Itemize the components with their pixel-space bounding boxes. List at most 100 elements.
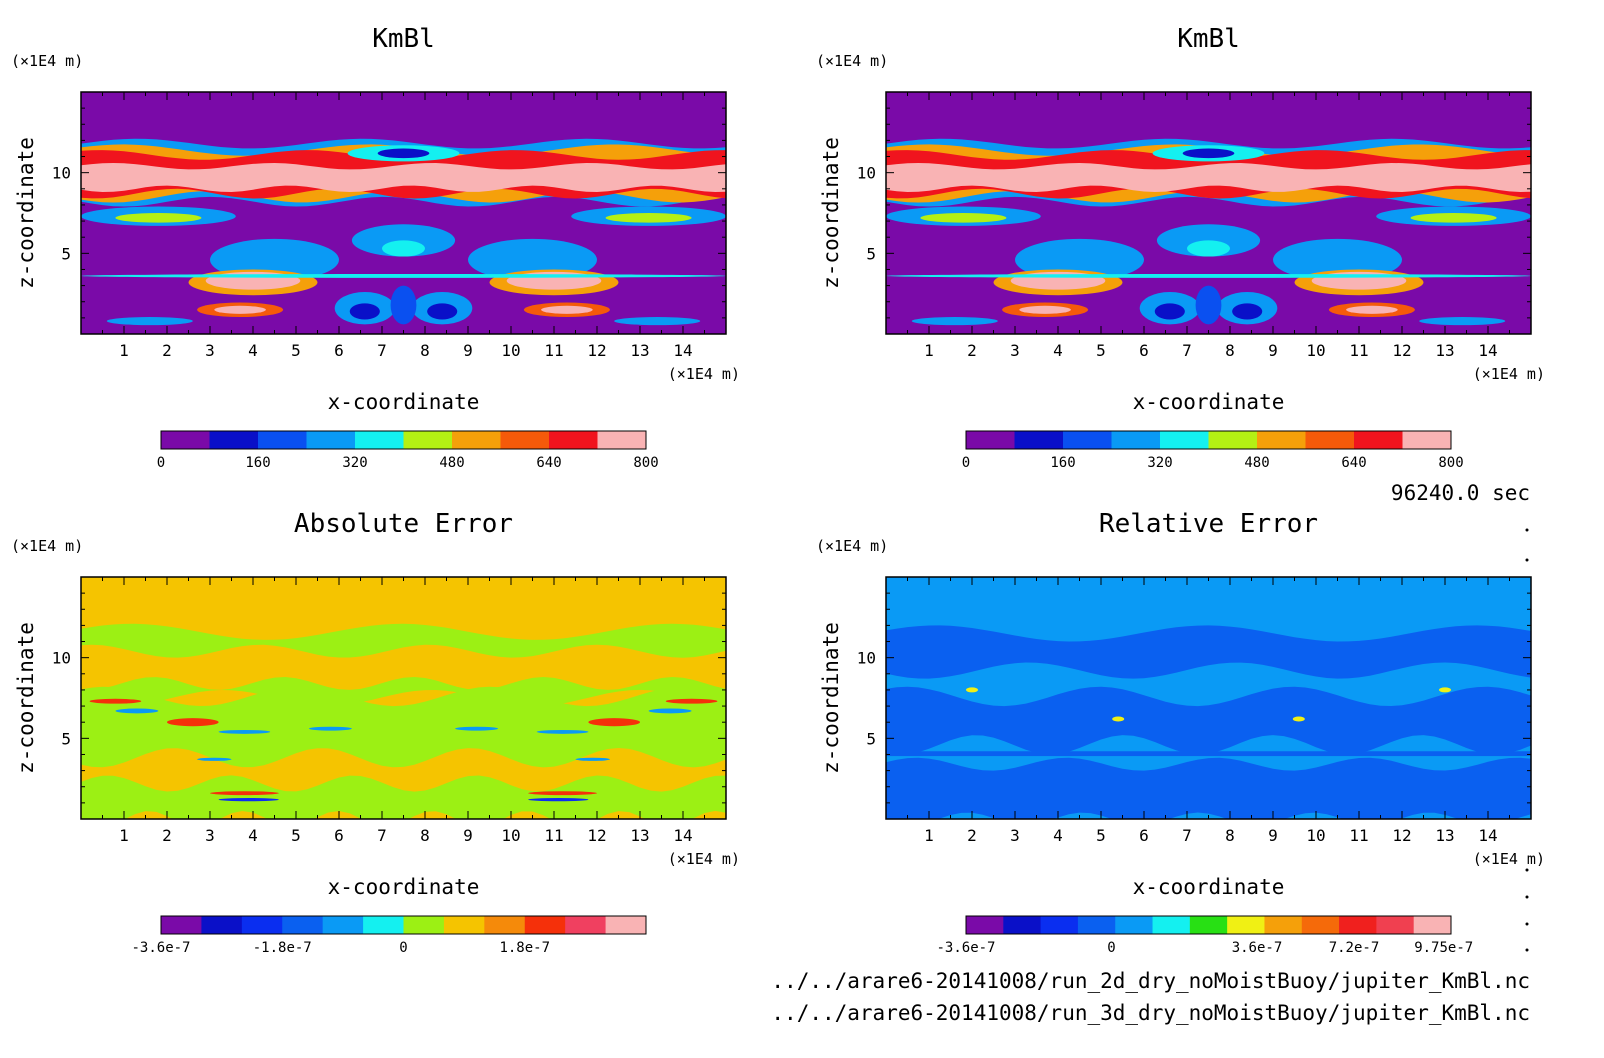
x-unit-label: (×1E4 m) xyxy=(1473,365,1545,383)
top-eddy-1 xyxy=(1182,148,1235,159)
vortex-core-21 xyxy=(1232,303,1263,320)
colorbar-swatch xyxy=(403,431,453,449)
x-tick-label: 8 xyxy=(1225,341,1235,360)
x-tick-label: 2 xyxy=(162,826,172,845)
colorbar-swatch xyxy=(1152,916,1191,934)
heatmap-field xyxy=(886,92,1531,334)
mid-eddy-core-1 xyxy=(115,213,202,223)
rel-error-spot-3 xyxy=(1292,716,1305,722)
x-tick-label: 8 xyxy=(420,826,430,845)
colorbar-swatch xyxy=(1077,916,1116,934)
error-spot-13 xyxy=(528,798,589,802)
colorbar-tick-label: 480 xyxy=(1244,455,1269,471)
colorbar-tick-label: 9.75e-7 xyxy=(1414,940,1473,956)
mid-eddy-core-3 xyxy=(1410,213,1497,223)
x-tick-label: 12 xyxy=(1392,341,1411,360)
colorbar-tick-label: 7.2e-7 xyxy=(1329,940,1380,956)
x-tick-label: 13 xyxy=(1435,341,1454,360)
colorbar-swatch xyxy=(1115,916,1154,934)
floor-eddy-17 xyxy=(1419,317,1506,326)
x-unit-label: (×1E4 m) xyxy=(668,850,740,868)
top-calm-layer xyxy=(81,92,726,138)
colorbar-tick-label: -1.8e-7 xyxy=(253,940,312,956)
colorbar-tick-label: 0 xyxy=(157,455,165,471)
x-tick-label: 12 xyxy=(587,826,606,845)
y-tick-label: 5 xyxy=(61,729,71,748)
colorbar-swatch xyxy=(1111,431,1161,449)
x-tick-label: 10 xyxy=(1306,826,1325,845)
chart-panel-1: KmBl(×1E4 m)1 2 3 4 5 6 7 8 9 10 11 12 13 14510(×1E4 … xyxy=(816,24,1545,471)
y-tick-label: 5 xyxy=(866,244,876,263)
error-spot-12 xyxy=(218,798,279,802)
x-tick-label: 3 xyxy=(205,826,215,845)
error-spot-2 xyxy=(167,718,219,727)
edge-dots xyxy=(1525,528,1529,952)
heatmap-field xyxy=(81,577,726,819)
x-tick-label: 4 xyxy=(248,826,258,845)
colorbar-swatch xyxy=(258,431,307,449)
colorbar-swatch xyxy=(1063,431,1112,449)
x-tick-label: 9 xyxy=(463,341,473,360)
time-label: 96240.0 sec xyxy=(1391,481,1530,505)
bottom-cell-core-15 xyxy=(541,305,593,314)
x-tick-label: 4 xyxy=(1053,341,1063,360)
y-tick-label: 10 xyxy=(857,164,876,183)
x-tick-label: 7 xyxy=(377,341,387,360)
x-tick-label: 6 xyxy=(1139,826,1149,845)
error-spot-9 xyxy=(455,726,499,731)
x-tick-label: 10 xyxy=(501,826,520,845)
colorbar-tick-label: -3.6e-7 xyxy=(131,940,190,956)
colorbar-swatch xyxy=(1339,916,1377,934)
chart-panel-0: KmBl(×1E4 m)1 2 3 4 5 6 7 8 9 10 11 12 13 14510(×1E4 … xyxy=(11,24,740,471)
y-axis-label: z-coordinate xyxy=(819,622,843,774)
x-tick-label: 6 xyxy=(334,826,344,845)
x-tick-label: 12 xyxy=(587,341,606,360)
x-tick-label: 3 xyxy=(1010,826,1020,845)
x-tick-label: 6 xyxy=(334,341,344,360)
colorbar-swatch xyxy=(363,916,404,934)
colorbar-swatch xyxy=(1208,431,1258,449)
colorbar-swatch xyxy=(966,916,1004,934)
colorbar-swatch xyxy=(403,916,445,934)
chart-title: KmBl xyxy=(372,24,435,54)
colorbar-swatch xyxy=(1301,916,1340,934)
colorbar-tick-label: -3.6e-7 xyxy=(936,940,995,956)
x-tick-label: 14 xyxy=(673,341,692,360)
colorbar-swatch xyxy=(1257,431,1306,449)
x-tick-label: 14 xyxy=(673,826,692,845)
colorbar-tick-label: 320 xyxy=(342,455,367,471)
colorbar-swatch xyxy=(524,916,566,934)
colorbar-swatch xyxy=(1003,916,1042,934)
colorbar-tick-label: 160 xyxy=(245,455,270,471)
x-tick-label: 9 xyxy=(1268,341,1278,360)
thin-layer-23 xyxy=(81,273,726,278)
upper-band-core xyxy=(886,163,1531,192)
thin-layer-23 xyxy=(886,273,1531,278)
vortex-core-20 xyxy=(349,303,380,320)
x-tick-label: 8 xyxy=(420,341,430,360)
colorbar-swatch xyxy=(1354,431,1403,449)
x-tick-label: 5 xyxy=(1096,826,1106,845)
upper-rel-band xyxy=(886,625,1531,679)
colorbar-frame xyxy=(965,430,1452,450)
colorbar-swatch xyxy=(1402,431,1452,449)
x-tick-label: 1 xyxy=(119,826,129,845)
x-tick-label: 13 xyxy=(630,341,649,360)
colorbar-swatch xyxy=(1413,916,1452,934)
error-spot-15 xyxy=(575,757,610,761)
rel-error-spot-2 xyxy=(1112,716,1125,722)
x-tick-label: 2 xyxy=(967,826,977,845)
error-spot-0 xyxy=(89,698,142,704)
x-tick-label: 1 xyxy=(924,341,934,360)
colorbar-swatch xyxy=(209,431,259,449)
colorbar-swatch xyxy=(966,431,1015,449)
colorbar-tick-label: 0 xyxy=(962,455,970,471)
low-error-band xyxy=(81,775,726,819)
y-unit-label: (×1E4 m) xyxy=(11,52,83,70)
colorbar-swatch xyxy=(306,431,356,449)
x-tick-label: 11 xyxy=(544,341,563,360)
heatmap-field xyxy=(81,92,726,334)
colorbar-tick-label: 1.8e-7 xyxy=(499,940,550,956)
colorbar-swatch xyxy=(355,431,404,449)
